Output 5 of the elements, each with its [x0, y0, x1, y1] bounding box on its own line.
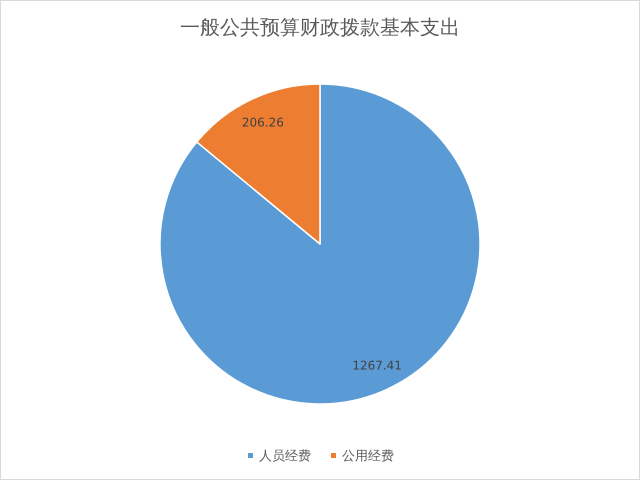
legend-label: 公用经费 [342, 448, 394, 463]
legend-label: 人员经费 [259, 448, 311, 463]
data-label: 1267.41 [352, 358, 402, 372]
chart-title: 一般公共预算财政拨款基本支出 [180, 17, 460, 39]
data-label: 206.26 [242, 116, 284, 130]
